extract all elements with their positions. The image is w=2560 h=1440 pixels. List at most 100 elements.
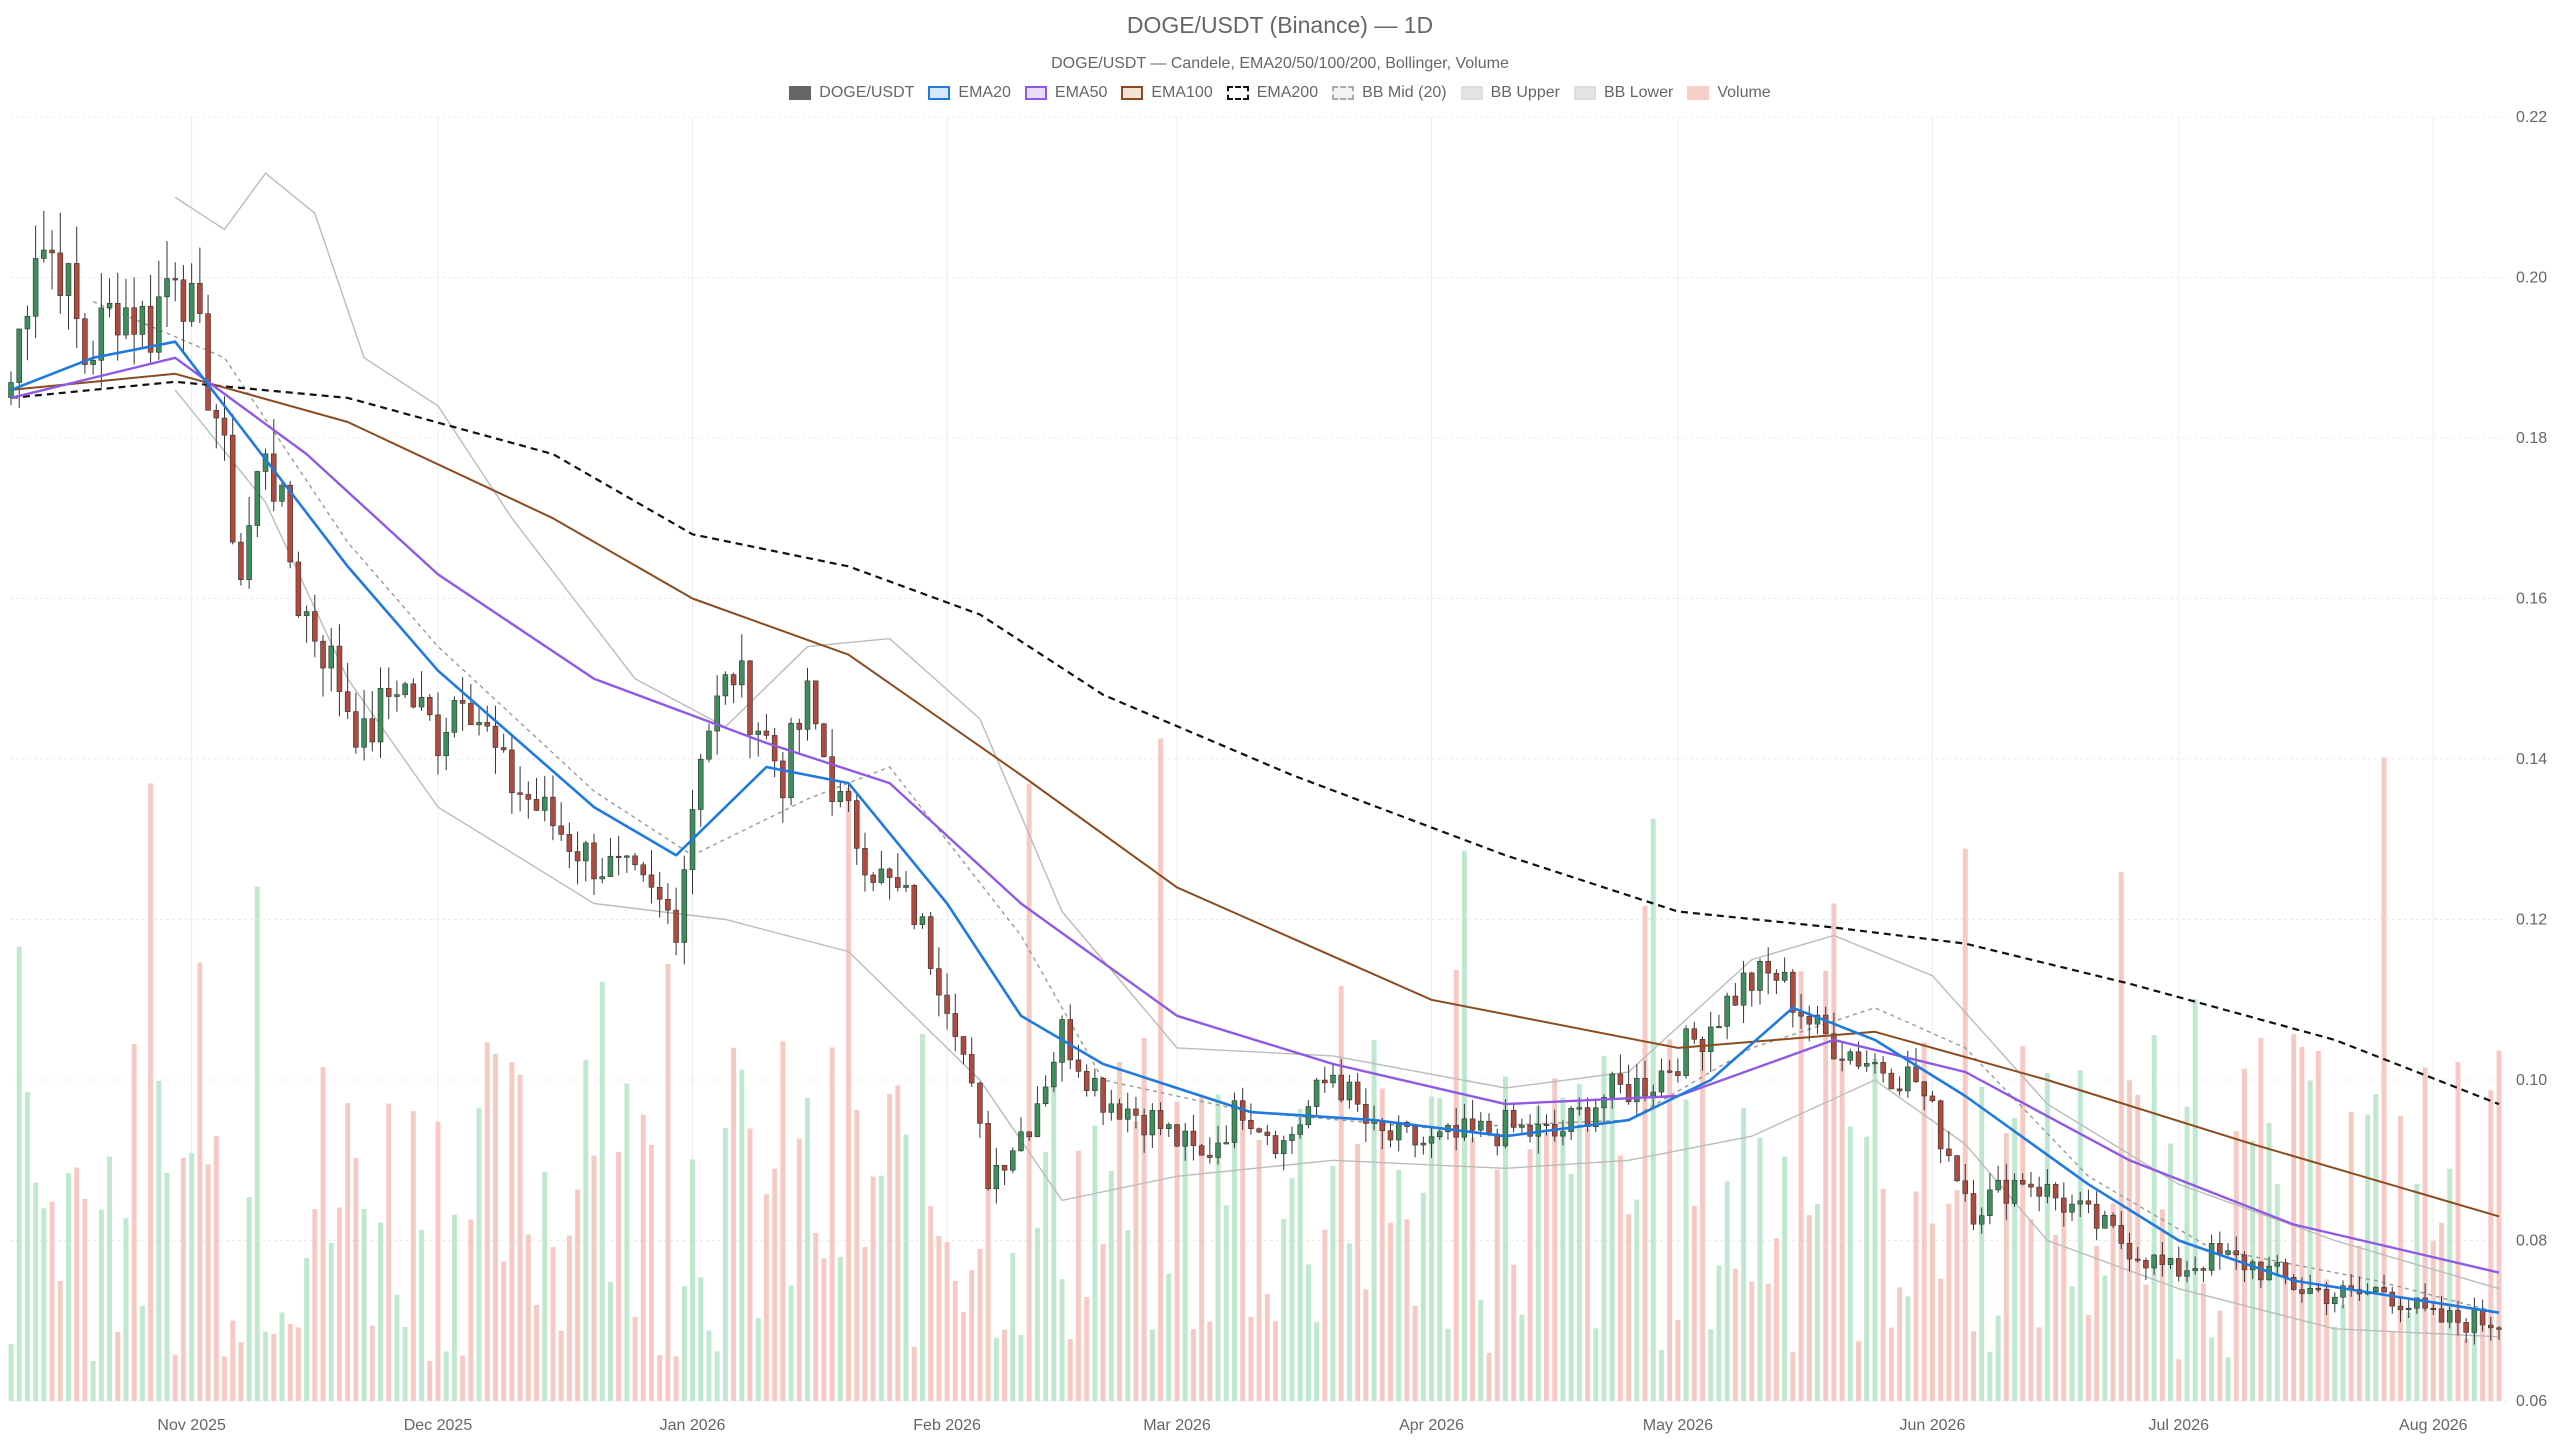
volume-bar xyxy=(607,1281,613,1401)
volume-bar xyxy=(1002,1329,1008,1401)
volume-bar xyxy=(1544,1132,1549,1401)
volume-bar xyxy=(1273,1321,1278,1401)
candle-body xyxy=(156,296,162,353)
volume-bar xyxy=(2118,872,2124,1401)
legend-item-ema200[interactable]: EMA200 xyxy=(1226,84,1318,102)
chart-title: DOGE/USDT (Binance) — 1D xyxy=(1126,12,1434,38)
candle-body xyxy=(1157,1110,1164,1129)
volume-bar xyxy=(1872,1058,1878,1401)
candle-body xyxy=(1363,1103,1369,1124)
candle-body xyxy=(821,723,827,758)
x-tick-label: Mar 2026 xyxy=(1143,1417,1211,1434)
candle-body xyxy=(985,1123,991,1190)
candle-body xyxy=(492,725,499,748)
candle-body xyxy=(1001,1164,1008,1171)
volume-bar xyxy=(1034,1227,1040,1401)
volume-bar xyxy=(2389,1330,2395,1401)
volume-bar xyxy=(1117,1061,1122,1401)
volume-bar xyxy=(1453,970,1459,1401)
candle-body xyxy=(336,645,343,692)
volume-bar xyxy=(2381,757,2387,1401)
candle-body xyxy=(1954,1155,1960,1182)
volume-bar xyxy=(451,1214,457,1401)
legend-item-ema20[interactable]: EMA20 xyxy=(928,84,1011,102)
volume-bar xyxy=(1765,1283,1771,1401)
volume-bar xyxy=(1322,1229,1328,1401)
volume-bar xyxy=(1133,1121,1139,1401)
candle-body xyxy=(1650,1091,1657,1097)
volume-bar xyxy=(2373,1094,2379,1401)
candle-body xyxy=(632,855,638,866)
candle-body xyxy=(1338,1074,1344,1101)
volume-bar xyxy=(2406,1312,2412,1401)
candle-body xyxy=(1346,1081,1353,1101)
legend-item-ema50[interactable]: EMA50 xyxy=(1024,84,1107,102)
volume-bar xyxy=(821,1258,827,1401)
volume-bar xyxy=(649,1145,654,1401)
candle-body xyxy=(2496,1327,2502,1330)
legend-item-volume[interactable]: Volume xyxy=(1687,84,1771,102)
candle-body xyxy=(2126,1243,2133,1260)
candle-body xyxy=(1962,1180,1969,1194)
legend-item-bbupper[interactable]: BB Upper xyxy=(1460,84,1560,102)
legend-item-bbmid[interactable]: BB Mid (20) xyxy=(1332,84,1447,102)
candle-body xyxy=(435,714,441,757)
volume-bar xyxy=(2012,1117,2018,1401)
candle-body xyxy=(1018,1131,1024,1152)
candle-body xyxy=(1716,1026,1722,1029)
volume-bar xyxy=(1732,1268,1738,1401)
candle-body xyxy=(57,252,64,296)
candle-body xyxy=(533,799,540,811)
volume-bar xyxy=(2414,1183,2420,1401)
legend-item-bblower[interactable]: BB Lower xyxy=(1573,84,1673,102)
volume-bar xyxy=(82,1198,88,1401)
candle-body xyxy=(16,328,22,383)
candle-body xyxy=(500,747,507,751)
y-tick-label: 0.20 xyxy=(2516,270,2547,287)
volume-bar xyxy=(443,1351,449,1401)
legend-item-candles[interactable]: DOGE/USDT xyxy=(789,84,914,102)
volume-bar xyxy=(402,1326,408,1401)
candle-body xyxy=(1264,1131,1271,1136)
volume-bar xyxy=(107,1156,112,1401)
volume-bar xyxy=(2069,1286,2075,1401)
candle-body xyxy=(812,680,819,725)
candle-body xyxy=(246,525,252,581)
candle-body xyxy=(911,885,917,925)
volume-bar xyxy=(993,1337,999,1401)
candle-body xyxy=(624,855,630,858)
candle-body xyxy=(2463,1322,2469,1333)
candle-body xyxy=(1412,1126,1418,1146)
volume-bar xyxy=(714,1351,720,1401)
volume-bar xyxy=(1576,1083,1582,1401)
volume-bar xyxy=(295,1327,301,1401)
volume-bar xyxy=(1568,1174,1574,1401)
volume-bar xyxy=(1987,1351,1993,1401)
volume-bar xyxy=(57,1280,63,1401)
candle-body xyxy=(993,1164,1000,1190)
y-tick-label: 0.10 xyxy=(2516,1072,2547,1089)
candle-body xyxy=(1166,1124,1172,1129)
volume-bar xyxy=(1199,1097,1205,1401)
candle-body xyxy=(2052,1184,2059,1199)
volume-bar xyxy=(1880,1188,1886,1401)
volume-bar xyxy=(805,1097,810,1401)
candle-body xyxy=(1042,1086,1049,1105)
candle-body xyxy=(640,864,647,876)
volume-bar xyxy=(1125,1230,1131,1401)
candle-body xyxy=(1354,1081,1361,1105)
volume-bar xyxy=(2307,1080,2313,1401)
volume-bar xyxy=(542,1171,548,1401)
candle-body xyxy=(2077,1200,2083,1205)
volume-bar xyxy=(2028,1219,2034,1401)
legend: DOGE/USDT EMA20 EMA50 EMA100 EMA200 BB Mid (2… xyxy=(0,84,2560,102)
candle-body xyxy=(845,791,852,801)
candle-body xyxy=(550,796,556,827)
candle-body xyxy=(903,885,909,888)
legend-item-ema100[interactable]: EMA100 xyxy=(1121,84,1213,102)
volume-bar xyxy=(1864,1136,1870,1401)
volume-bar xyxy=(1962,848,1968,1401)
volume-bar xyxy=(1609,1089,1615,1401)
candle-body xyxy=(1133,1108,1139,1116)
